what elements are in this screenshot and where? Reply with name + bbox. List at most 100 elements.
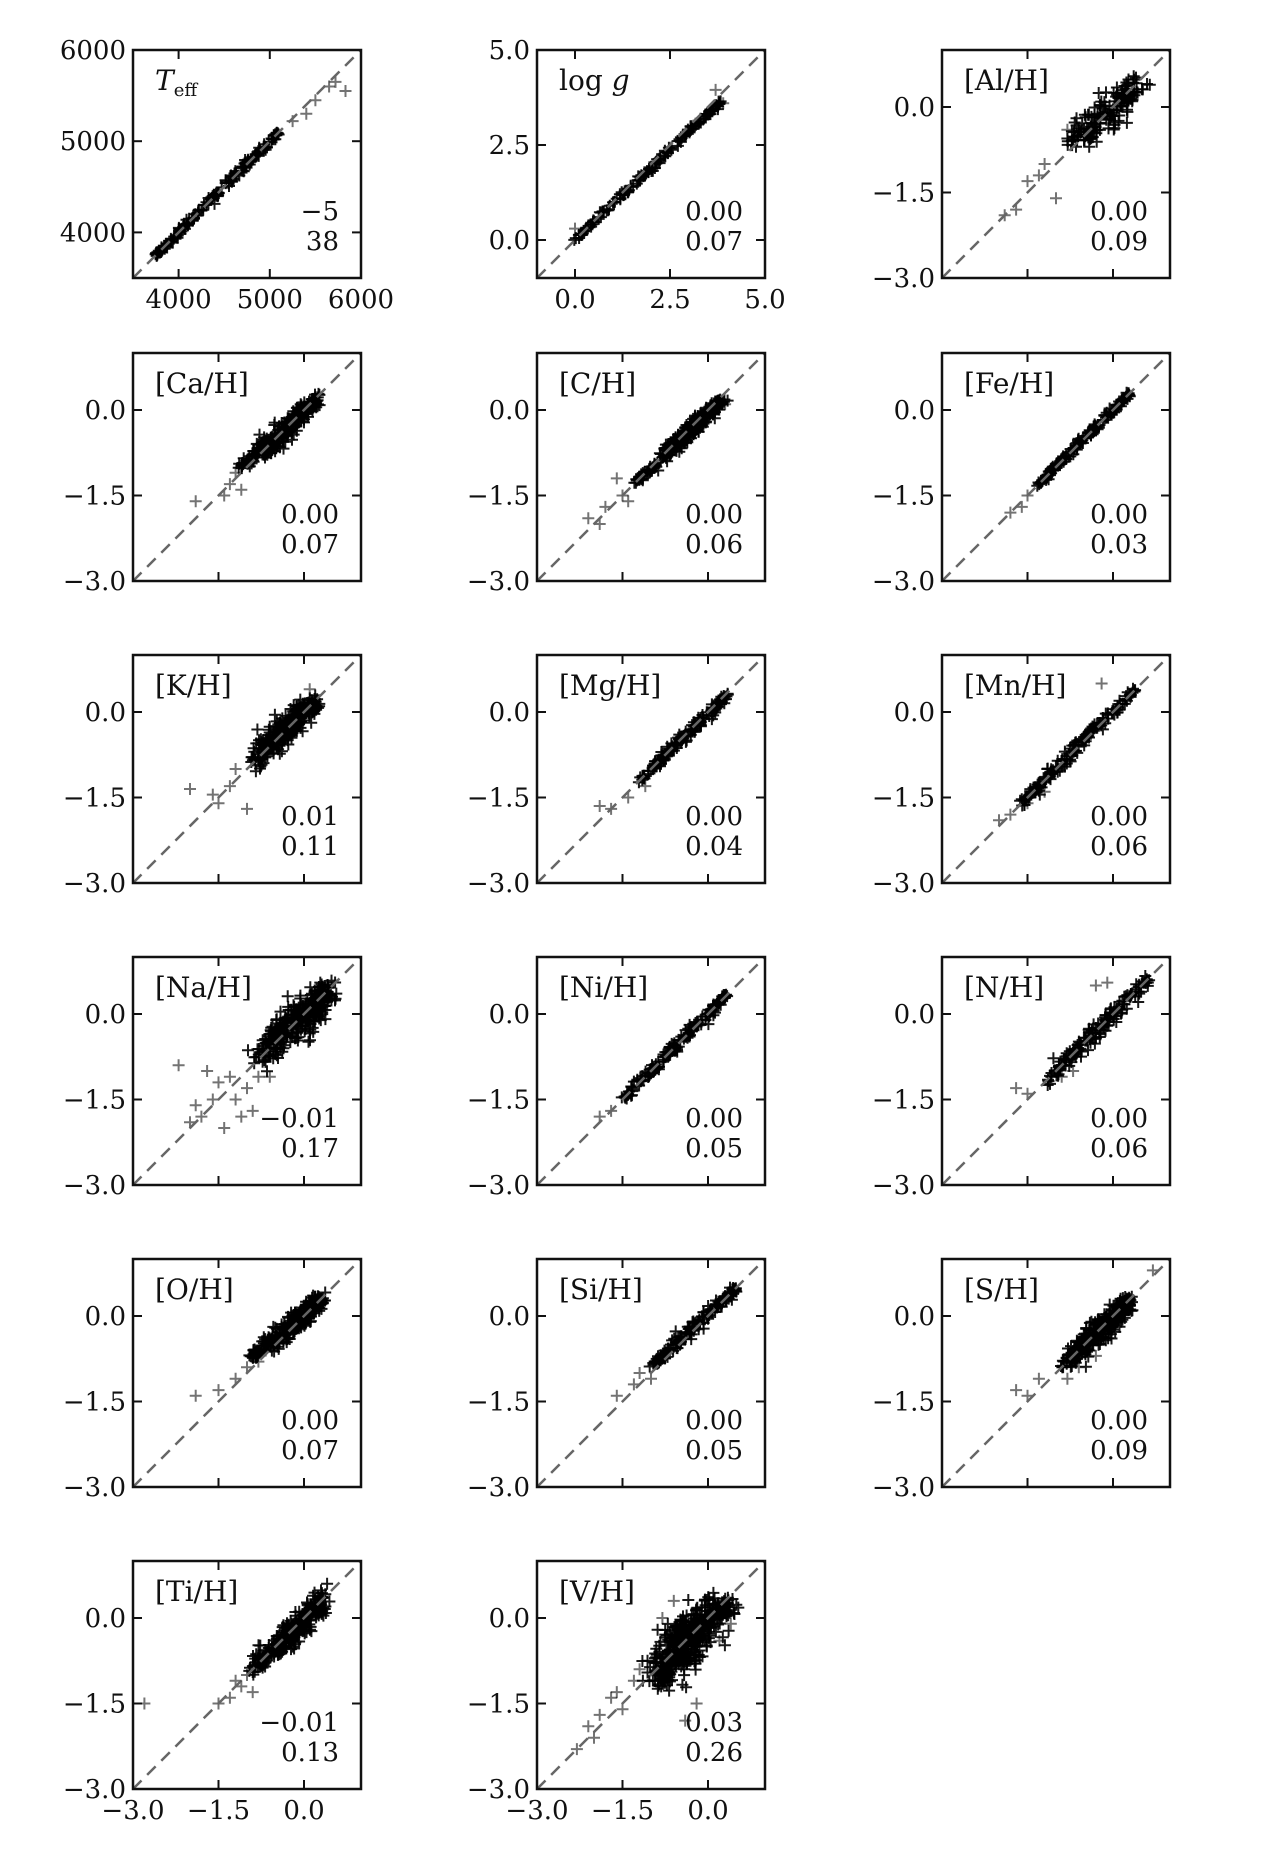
data-point bbox=[689, 1657, 702, 1670]
data-point bbox=[1067, 1065, 1080, 1077]
one-to-one-line bbox=[537, 655, 765, 883]
data-point bbox=[299, 998, 312, 1011]
y-tick-label: 0.0 bbox=[894, 396, 935, 426]
one-to-one-line bbox=[942, 1259, 1170, 1487]
data-point bbox=[690, 1604, 703, 1617]
data-point bbox=[1073, 1335, 1086, 1348]
data-point bbox=[339, 85, 352, 97]
scatter-value: 0.04 bbox=[685, 832, 743, 862]
panel-title: [Ni/H] bbox=[559, 971, 648, 1004]
x-tick-label: 5.0 bbox=[744, 285, 785, 315]
plot-area bbox=[537, 353, 765, 581]
panel-title: Teff bbox=[155, 64, 198, 101]
y-tick-label: −1.5 bbox=[467, 784, 530, 814]
bias-value: 0.00 bbox=[1090, 802, 1148, 832]
data-point bbox=[633, 1663, 646, 1676]
data-point bbox=[570, 1743, 583, 1756]
data-point bbox=[1021, 175, 1034, 188]
data-points bbox=[149, 75, 352, 262]
y-tick-label: 0.0 bbox=[489, 698, 530, 728]
data-point bbox=[710, 998, 723, 1011]
data-points bbox=[570, 1586, 745, 1756]
data-point bbox=[657, 450, 670, 463]
y-tick-label: 0.0 bbox=[85, 396, 126, 426]
data-point bbox=[718, 697, 731, 710]
y-tick-label: 0.0 bbox=[489, 1604, 530, 1634]
y-tick-label: −3.0 bbox=[467, 567, 530, 597]
ticks bbox=[941, 957, 1170, 1186]
data-point bbox=[195, 1110, 208, 1123]
axes-frame bbox=[940, 653, 1172, 885]
one-to-one-line bbox=[537, 353, 765, 581]
axes-frame bbox=[535, 955, 767, 1187]
data-point bbox=[229, 1093, 242, 1106]
data-point bbox=[610, 1389, 623, 1402]
data-point bbox=[1088, 1037, 1101, 1050]
data-point bbox=[1129, 983, 1142, 996]
data-points bbox=[172, 974, 343, 1134]
panel-title-text: [Ni/H] bbox=[559, 971, 648, 1004]
y-tick-label: 5.0 bbox=[489, 36, 530, 66]
panel-15: −3.0−1.50.0−3.0 −1.5 0.0[Ti/H]−0.010.13 bbox=[63, 1559, 363, 1826]
data-point bbox=[241, 802, 253, 815]
y-tick-label: 2.5 bbox=[489, 131, 530, 161]
data-point bbox=[656, 1612, 669, 1624]
data-point bbox=[1130, 71, 1142, 84]
data-point bbox=[229, 763, 242, 775]
data-point bbox=[1095, 677, 1108, 690]
axes-frame bbox=[940, 1257, 1172, 1489]
scatter-value: 0.06 bbox=[1090, 832, 1148, 862]
data-point bbox=[689, 1639, 701, 1652]
bias-value: 0.00 bbox=[1090, 1406, 1148, 1436]
scatter-value: 0.05 bbox=[685, 1134, 743, 1164]
scatter-value: 0.11 bbox=[281, 832, 339, 862]
axes-frame bbox=[940, 955, 1172, 1187]
data-point bbox=[686, 1316, 699, 1329]
data-point bbox=[189, 1099, 202, 1112]
data-point bbox=[1101, 1015, 1113, 1028]
one-to-one-line bbox=[537, 957, 765, 1185]
plot-area bbox=[942, 353, 1170, 581]
data-point bbox=[653, 757, 666, 769]
data-point bbox=[201, 1065, 214, 1077]
data-point bbox=[300, 1295, 313, 1308]
y-tick-label: −1.5 bbox=[63, 784, 126, 814]
data-point bbox=[637, 1074, 650, 1087]
x-tick-label: 0.0 bbox=[687, 1796, 728, 1826]
plot-area bbox=[537, 1259, 765, 1487]
scatter-value: 38 bbox=[306, 227, 339, 257]
axes-frame bbox=[535, 1559, 767, 1791]
data-point bbox=[633, 1367, 646, 1379]
bias-value: 0.01 bbox=[281, 802, 339, 832]
data-point bbox=[253, 1657, 266, 1670]
y-tick-label: −1.5 bbox=[872, 1086, 935, 1116]
y-tick-label: 0.0 bbox=[85, 1000, 126, 1030]
ticks bbox=[537, 49, 766, 278]
data-point bbox=[653, 1639, 666, 1652]
one-to-one-line bbox=[133, 655, 361, 883]
x-tick-label: 5000 bbox=[237, 285, 303, 315]
y-tick-label: −3.0 bbox=[872, 869, 935, 899]
data-point bbox=[308, 986, 321, 999]
data-point bbox=[712, 996, 725, 1009]
one-to-one-line bbox=[942, 50, 1170, 278]
panel-title-text: T bbox=[155, 64, 176, 97]
x-tick-label: −3.0 bbox=[101, 1796, 164, 1826]
data-point bbox=[660, 1679, 673, 1692]
panel-title: [V/H] bbox=[559, 1575, 635, 1608]
data-point bbox=[704, 108, 717, 121]
data-point bbox=[303, 683, 316, 696]
data-points bbox=[582, 393, 734, 530]
y-tick-label: −1.5 bbox=[467, 1086, 530, 1116]
plot-area bbox=[133, 1561, 361, 1789]
axes-frame bbox=[535, 653, 767, 885]
panel-11: −3.0−1.50.0[N/H]0.000.06 bbox=[872, 955, 1172, 1201]
data-point bbox=[1092, 87, 1105, 99]
one-to-one-line bbox=[133, 353, 361, 581]
bias-value: 0.00 bbox=[1090, 197, 1148, 227]
data-point bbox=[318, 999, 331, 1012]
data-point bbox=[291, 1026, 303, 1039]
bias-value: 0.00 bbox=[685, 197, 743, 227]
bias-value: 0.00 bbox=[685, 802, 743, 832]
data-point bbox=[724, 1617, 737, 1630]
